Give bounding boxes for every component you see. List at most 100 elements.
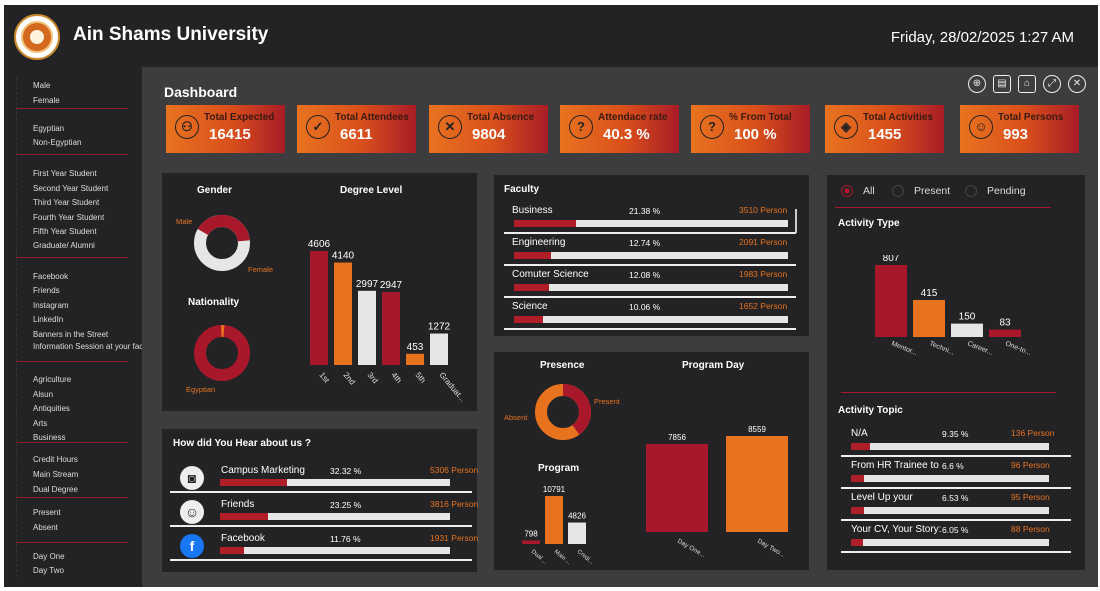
sidebar-item-antiquities[interactable]: Antiquities xyxy=(33,404,70,413)
sidebar-separator xyxy=(16,542,128,543)
nationality-egyptian-label: Egyptian xyxy=(186,385,216,394)
row-from-hr-trainee-to[interactable]: From HR Trainee to 6.6 % 96 Person xyxy=(827,460,1085,492)
row-percent: 23.25 % xyxy=(330,500,362,510)
sidebar-item-linkedin[interactable]: LinkedIn xyxy=(33,315,64,324)
sidebar-item-day-one[interactable]: Day One xyxy=(33,552,65,561)
sidebar-item-female[interactable]: Female xyxy=(33,96,60,105)
sidebar-item-alsun[interactable]: Alsun xyxy=(33,390,54,399)
app-window: Ain Shams University Friday, 28/02/2025 … xyxy=(4,5,1098,587)
row-percent: 6.6 % xyxy=(942,461,964,471)
row-business[interactable]: Business 21.38 % 3510 Person xyxy=(494,205,809,237)
row-person-count: 1931 Person xyxy=(430,533,479,543)
sidebar-item-facebook[interactable]: Facebook xyxy=(33,272,69,281)
gender-female-label: Female xyxy=(248,265,274,274)
row-underline xyxy=(841,455,1071,457)
sidebar-item-dual-degree[interactable]: Dual Degree xyxy=(33,485,78,494)
row-underline xyxy=(170,525,472,527)
kpi-label: Attendace rate xyxy=(598,112,668,123)
row-name: Science xyxy=(512,301,548,312)
row-n-a[interactable]: N/A 9.35 % 136 Person xyxy=(827,428,1085,460)
home-icon[interactable]: ⌂ xyxy=(1018,75,1036,93)
sidebar-item-second-year-student[interactable]: Second Year Student xyxy=(33,184,109,193)
sidebar-item-male[interactable]: Male xyxy=(33,81,51,90)
sidebar-item-first-year-student[interactable]: First Year Student xyxy=(33,169,97,178)
row-progress-bar xyxy=(220,547,450,554)
sidebar-item-fifth-year-student[interactable]: Fifth Year Student xyxy=(33,227,97,236)
bar-value-label: 4826 xyxy=(568,512,586,521)
expand-icon[interactable]: ⤢ xyxy=(1043,75,1061,93)
sidebar-item-friends[interactable]: Friends xyxy=(33,286,60,295)
question-icon: ? xyxy=(569,115,593,139)
kpi-value: 9804 xyxy=(472,126,506,143)
close-icon[interactable]: ✕ xyxy=(1068,75,1086,93)
bar-main xyxy=(545,496,563,544)
sidebar-item-credit-hours[interactable]: Credit Hours xyxy=(33,455,78,464)
row-underline xyxy=(841,551,1071,553)
globe-icon[interactable]: ⊕ xyxy=(968,75,986,93)
bar-techni xyxy=(913,299,945,337)
sidebar-item-business[interactable]: Business xyxy=(33,433,66,442)
filter-divider xyxy=(835,207,1051,208)
row-level-up-your[interactable]: Level Up your 6.53 % 95 Person xyxy=(827,492,1085,524)
row-percent: 12.08 % xyxy=(629,270,661,280)
row-progress-bar xyxy=(514,252,788,259)
filter-option-label: All xyxy=(863,185,875,197)
kpi-label: % From Total xyxy=(729,112,792,123)
bar-one-to xyxy=(989,329,1021,337)
row-progress-bar xyxy=(514,316,788,323)
sidebar-item-information-session-at-your-faculty[interactable]: Information Session at your faculty xyxy=(33,342,156,351)
row-campus-marketing[interactable]: ◙ Campus Marketing 32.32 % 5306 Person xyxy=(162,465,478,499)
row-science[interactable]: Science 10.06 % 1652 Person xyxy=(494,301,809,333)
sidebar-item-banners-in-the-street[interactable]: Banners in the Street xyxy=(33,330,109,339)
sidebar-item-third-year-student[interactable]: Third Year Student xyxy=(33,198,100,207)
degree-level-chart: 4606 1st 4140 2nd 2997 3rd 2947 4th 453 5th 1272 Gr… xyxy=(308,239,467,404)
sidebar-item-main-stream[interactable]: Main Stream xyxy=(33,470,79,479)
gender-donut xyxy=(194,215,250,271)
camera-icon: ◙ xyxy=(180,466,204,490)
presence-present-label: Present xyxy=(594,397,620,406)
gender-male-label: Male xyxy=(176,217,193,226)
row-friends[interactable]: ☺ Friends 23.25 % 3816 Person xyxy=(162,499,478,533)
sidebar-item-fourth-year-student[interactable]: Fourth Year Student xyxy=(33,213,105,222)
sidebar-item-egyptian[interactable]: Egyptian xyxy=(33,124,65,133)
bar-value-label: 1272 xyxy=(428,322,451,333)
kpi-label: Total Attendees xyxy=(335,112,409,123)
sidebar-item-graduate-alumni[interactable]: Graduate/ Alumni xyxy=(33,241,95,250)
row-facebook[interactable]: f Facebook 11.76 % 1931 Person xyxy=(162,533,479,567)
bar-value-label: 2947 xyxy=(380,280,403,291)
sidebar-separator xyxy=(16,361,128,362)
row-engineering[interactable]: Engineering 12.74 % 2091 Person xyxy=(494,237,809,269)
row-progress-bar xyxy=(514,220,788,227)
kpi-label: Total Persons xyxy=(998,112,1064,123)
row-progress-fill xyxy=(220,479,287,486)
sidebar-item-absent[interactable]: Absent xyxy=(33,523,58,532)
row-progress-fill xyxy=(220,513,269,520)
bar-dual xyxy=(522,540,540,544)
sidebar-item-arts[interactable]: Arts xyxy=(33,419,48,428)
sidebar-item-day-two[interactable]: Day Two xyxy=(33,566,64,575)
sidebar-item-present[interactable]: Present xyxy=(33,508,61,517)
activity-panel: All Present Pending Activity Type 807 Mento… xyxy=(827,175,1085,570)
row-progress-fill xyxy=(220,547,245,554)
bar-credi xyxy=(568,522,586,544)
sidebar-item-agriculture[interactable]: Agriculture xyxy=(33,375,72,384)
row-underline xyxy=(504,296,796,298)
facebook-icon: f xyxy=(180,534,204,558)
bar-value-label: 453 xyxy=(407,342,424,353)
bar-5th xyxy=(406,353,424,365)
pdf-icon[interactable]: ▤ xyxy=(993,75,1011,93)
row-comuter-science[interactable]: Comuter Science 12.08 % 1983 Person xyxy=(494,269,809,301)
row-your-cv-your-story[interactable]: Your CV, Your Story: 6.05 % 88 Person xyxy=(827,524,1085,556)
sidebar-separator xyxy=(16,257,128,258)
row-person-count: 1983 Person xyxy=(739,269,788,279)
sidebar-item-non-egyptian[interactable]: Non-Egyptian xyxy=(33,138,82,147)
nationality-title: Nationality xyxy=(188,297,240,308)
sidebar-item-instagram[interactable]: Instagram xyxy=(33,301,69,310)
radio-icon xyxy=(965,185,977,197)
sidebar-separator xyxy=(16,497,128,498)
faculty-scrollbar[interactable] xyxy=(795,209,797,233)
row-progress-bar xyxy=(851,507,1049,514)
row-person-count: 3510 Person xyxy=(739,205,788,215)
bar-value-label: 150 xyxy=(959,312,976,323)
kpi-card-total-activities: ◈ Total Activities 1455 xyxy=(825,105,944,153)
